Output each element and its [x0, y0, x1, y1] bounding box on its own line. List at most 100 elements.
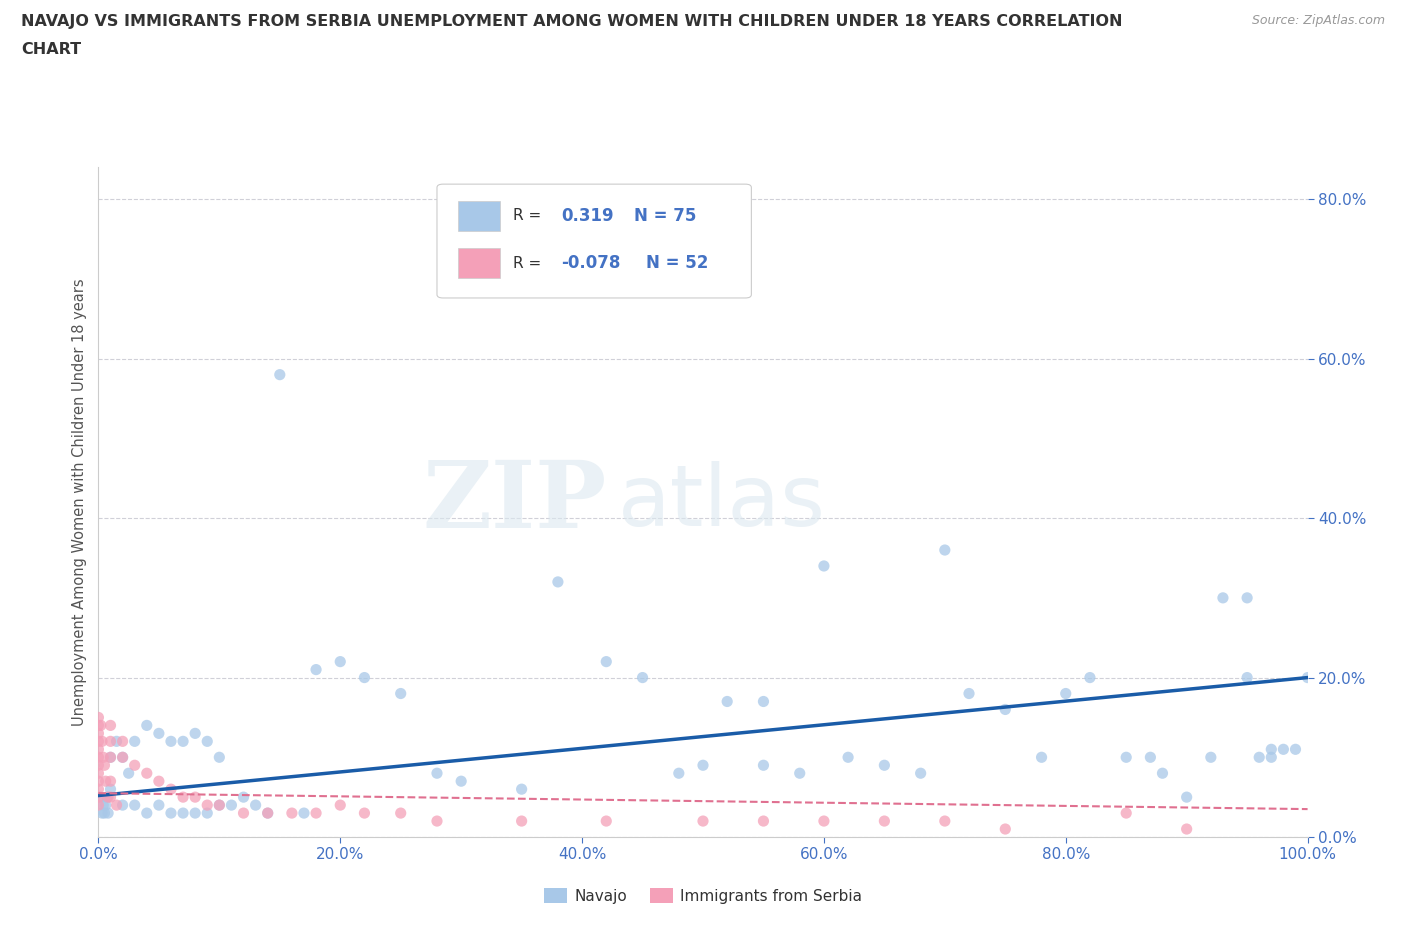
Point	[90, 790, 112, 804]
Point	[148, 798, 170, 813]
Point	[87, 790, 110, 804]
Point	[389, 686, 412, 701]
Point	[91, 734, 114, 749]
Point	[195, 798, 218, 813]
Point	[873, 758, 896, 773]
Point	[100, 750, 122, 764]
Point	[172, 790, 194, 804]
Point	[97, 805, 120, 820]
Point	[208, 798, 231, 813]
Point	[329, 798, 352, 813]
Point	[305, 662, 328, 677]
Point	[111, 750, 134, 764]
Point	[208, 750, 231, 764]
Point	[184, 805, 207, 820]
Point	[426, 814, 449, 829]
Point	[100, 750, 122, 764]
Y-axis label: Unemployment Among Women with Children Under 18 years: Unemployment Among Women with Children U…	[72, 278, 87, 726]
Point	[1031, 750, 1053, 764]
Point	[292, 805, 315, 820]
Point	[87, 798, 110, 813]
Point	[994, 821, 1017, 836]
Point	[87, 710, 110, 724]
Point	[195, 805, 218, 820]
Point	[111, 734, 134, 749]
Point	[353, 671, 375, 685]
Point	[245, 798, 267, 813]
Point	[1175, 821, 1198, 836]
Point	[221, 798, 243, 813]
Point	[97, 790, 120, 804]
Point	[87, 765, 110, 780]
Point	[172, 734, 194, 749]
Point	[813, 814, 835, 829]
Text: R =: R =	[513, 256, 541, 271]
Point	[994, 702, 1017, 717]
Point	[111, 798, 134, 813]
Point	[208, 798, 231, 813]
Point	[87, 750, 110, 764]
Point	[910, 765, 932, 780]
Point	[93, 758, 115, 773]
Point	[105, 798, 128, 813]
Text: -0.078: -0.078	[561, 254, 621, 272]
Point	[87, 742, 110, 757]
Point	[595, 814, 617, 829]
Point	[172, 805, 194, 820]
Point	[232, 805, 254, 820]
Point	[111, 750, 134, 764]
Point	[281, 805, 304, 820]
Point	[450, 774, 472, 789]
Point	[195, 734, 218, 749]
Point	[100, 718, 122, 733]
Point	[93, 805, 115, 820]
Point	[135, 718, 157, 733]
Bar	[457, 247, 501, 278]
Point	[118, 765, 141, 780]
Point	[1115, 750, 1137, 764]
Point	[100, 734, 122, 749]
Point	[1260, 750, 1282, 764]
Point	[752, 758, 775, 773]
Point	[100, 790, 122, 804]
Point	[1115, 805, 1137, 820]
Point	[1236, 591, 1258, 605]
Point	[631, 671, 654, 685]
Point	[256, 805, 278, 820]
Point	[87, 782, 110, 797]
Point	[1212, 591, 1234, 605]
Point	[752, 694, 775, 709]
Point	[789, 765, 811, 780]
Point	[692, 758, 714, 773]
Point	[1236, 671, 1258, 685]
Point	[510, 782, 533, 797]
Point	[269, 367, 291, 382]
Text: Source: ZipAtlas.com: Source: ZipAtlas.com	[1251, 14, 1385, 27]
Point	[96, 790, 118, 804]
Point	[1249, 750, 1271, 764]
Point	[148, 774, 170, 789]
Point	[148, 726, 170, 741]
Point	[160, 734, 183, 749]
Text: CHART: CHART	[21, 42, 82, 57]
Point	[510, 814, 533, 829]
Point	[305, 805, 328, 820]
Point	[692, 814, 714, 829]
Point	[837, 750, 859, 764]
Point	[135, 805, 157, 820]
Point	[595, 654, 617, 669]
Point	[135, 765, 157, 780]
FancyBboxPatch shape	[437, 184, 751, 298]
Point	[547, 575, 569, 590]
Text: 0.319: 0.319	[561, 206, 614, 225]
Point	[813, 559, 835, 574]
Point	[353, 805, 375, 820]
Point	[100, 774, 122, 789]
Point	[934, 542, 956, 557]
Point	[1272, 742, 1295, 757]
Point	[1139, 750, 1161, 764]
Point	[934, 814, 956, 829]
Point	[668, 765, 690, 780]
Point	[90, 718, 112, 733]
Point	[87, 774, 110, 789]
